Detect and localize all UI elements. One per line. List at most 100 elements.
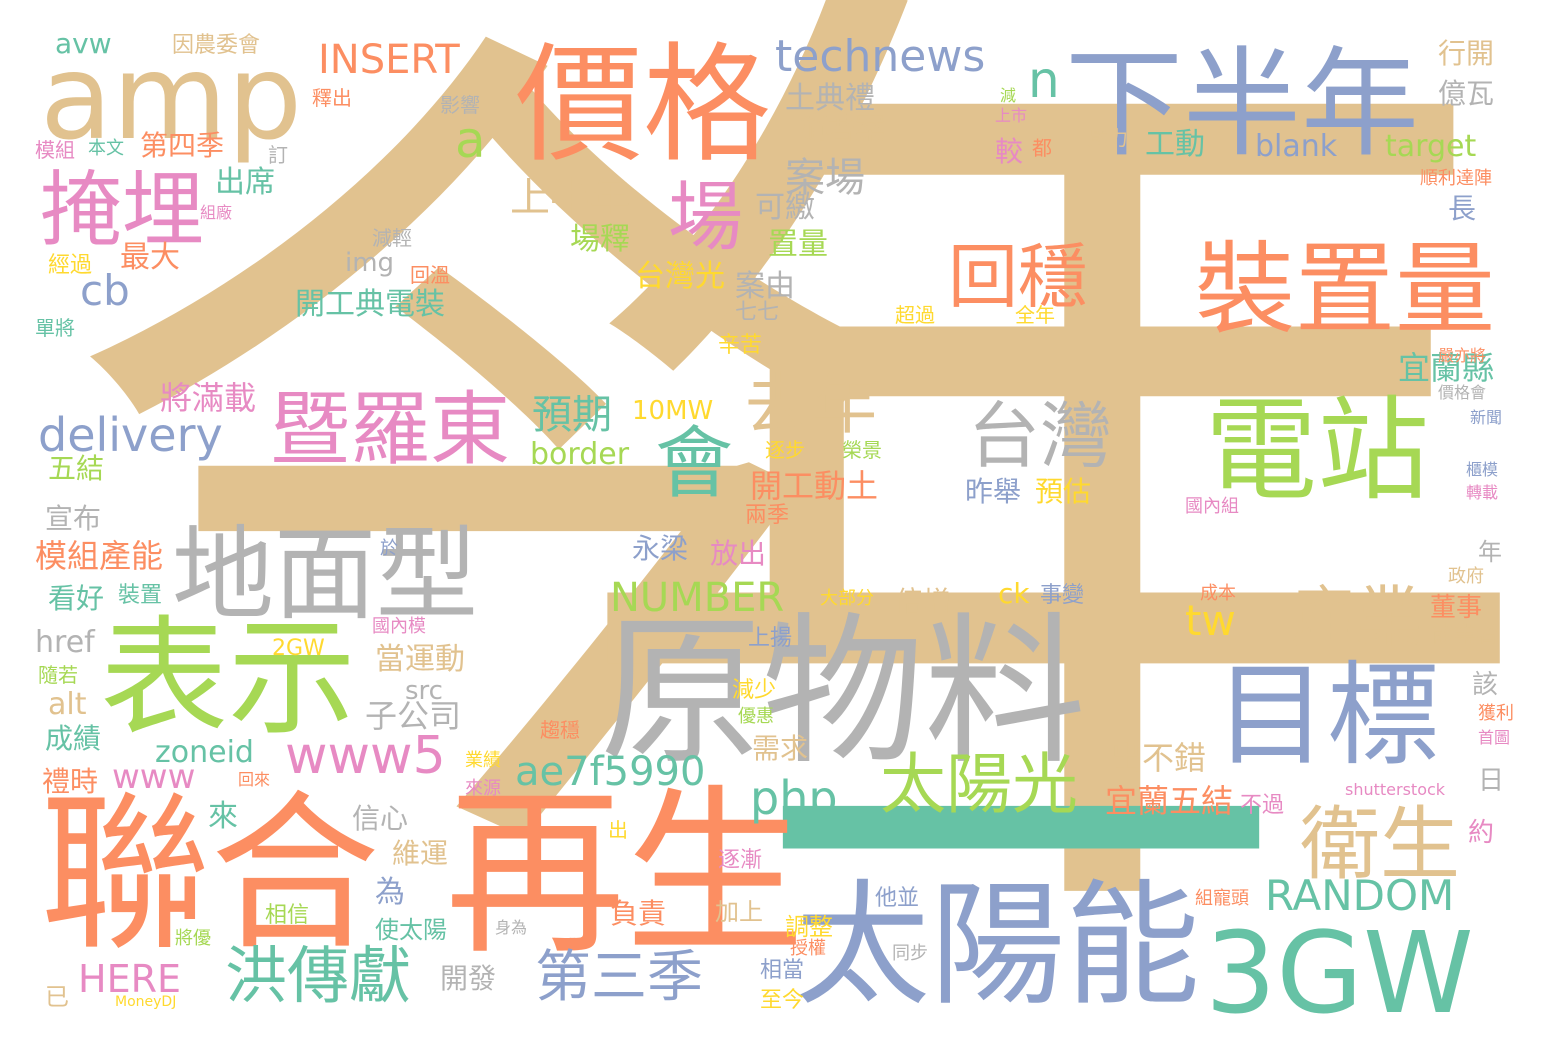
word-discount: 優惠 <box>738 706 774 727</box>
word-cb: cb <box>80 266 130 315</box>
word-yilan-county: 宜蘭縣 <box>1398 349 1495 387</box>
word-about: 約 <box>1468 818 1495 848</box>
word-solar-energy: 太陽能 <box>795 867 1200 1024</box>
word-this-article: 本文 <box>88 138 124 159</box>
word-device: 裝置 <box>118 583 163 608</box>
word-ceremony: 開工典電裝 <box>295 287 445 322</box>
word-full-load: 將滿載 <box>160 379 257 417</box>
word-seven: 七七 <box>735 300 780 325</box>
word-gigawatt: 億瓦 <box>1438 77 1495 110</box>
word-cost: 成本 <box>1200 583 1236 604</box>
word-slowly: 逐漸 <box>718 848 763 873</box>
word-random: RANDOM <box>1265 871 1455 920</box>
word-power-station: 電站 <box>1205 386 1429 516</box>
word-first-half: 上半年 <box>510 175 630 221</box>
word-pressure: 壓力 <box>1088 126 1128 150</box>
word-industry: 產業 <box>1290 579 1422 656</box>
word-exceed: 超過 <box>895 303 935 327</box>
word-repost: 轉載 <box>1466 483 1499 502</box>
word-raw-material: 原物料 <box>600 599 1086 787</box>
word-landfill: 掩埋 <box>40 163 205 258</box>
word-develop: 開發 <box>440 962 497 995</box>
word-quite: 相當 <box>760 958 805 983</box>
word-double: 倍增 <box>895 585 952 618</box>
word-subsidiary: 子公司 <box>365 697 462 735</box>
word-price: 價格 <box>515 31 772 180</box>
word-plus: 加上 <box>715 898 763 926</box>
word-ground-type: 地面型 <box>172 516 478 635</box>
word-ae7f5990: ae7f5990 <box>515 749 706 795</box>
word-yesterday: 昨舉 <box>965 475 1022 508</box>
word-express: 表示 <box>100 604 357 753</box>
word-href: href <box>35 625 95 660</box>
word-out: 出 <box>608 818 628 842</box>
word-wei: 為 <box>375 875 405 910</box>
word-operators: 能業者 <box>1432 623 1499 648</box>
word-nian-small: 年 <box>1478 538 1502 566</box>
word-performance: 業績 <box>465 750 501 771</box>
word-along: 隨著案 <box>795 112 885 147</box>
word-at: 於 <box>380 538 398 559</box>
word-target-en: target <box>1385 129 1477 164</box>
word-long: 長 <box>1448 192 1477 225</box>
word-amp: amp <box>40 28 303 166</box>
word-order: 訂 <box>268 143 288 167</box>
word-two-quarters: 兩季 <box>745 503 790 528</box>
word-3gw: 3GW <box>1205 909 1474 1039</box>
word-adjust: 調整 <box>785 913 833 941</box>
word-a: a <box>455 111 486 169</box>
word-news: 新聞 <box>1470 408 1503 427</box>
word-stabilize: 回穩 <box>948 236 1088 318</box>
word-optimistic: 看好 <box>48 582 105 615</box>
word-smooth-goal: 順利達陣 <box>1420 168 1492 189</box>
word-maintenance: 維運 <box>392 837 449 870</box>
word-counter: 櫃模 <box>1466 460 1499 479</box>
word-install-capacity: 裝置量 <box>1195 231 1495 348</box>
word-authorize: 授權 <box>790 938 826 959</box>
word-make-solar: 使太陽 <box>375 916 447 944</box>
word-estimate: 預估 <box>1035 475 1092 508</box>
word-xing-kai: 行開 <box>1438 37 1495 70</box>
word-single: 單將 <box>35 316 75 340</box>
word-second-half: 下半年 <box>1065 35 1420 173</box>
word-2gw: 2GW <box>272 636 325 661</box>
word-tw: tw <box>1185 596 1236 645</box>
word-already: 已 <box>45 983 69 1011</box>
word-work-move: 工動 <box>1145 127 1205 162</box>
word-hong: 洪傳獻 <box>225 939 412 1012</box>
word-sync: 同步 <box>892 943 928 964</box>
word-www5: www5 <box>285 726 446 786</box>
word-come: 來 <box>208 799 238 834</box>
word-module-leader: 組寵頭 <box>1195 888 1249 909</box>
word-project-site: 案場 <box>785 155 865 201</box>
word-government: 政府 <box>1448 566 1484 587</box>
word-incident: 事變 <box>1040 583 1085 608</box>
word-src: src <box>405 676 443 706</box>
word-headline-image: 首圖 <box>1478 728 1511 747</box>
word-as: 身為 <box>495 918 528 937</box>
word-here: HERE <box>78 957 181 1001</box>
word-cause: 案由 <box>735 269 795 304</box>
word-strict: 嚴亦將 <box>1438 346 1487 365</box>
word-chang: 場 <box>668 173 744 261</box>
word-impact: 影響 <box>440 93 480 117</box>
word-luodong: 暨羅東 <box>270 383 510 476</box>
word-jian: 減 <box>1000 86 1017 105</box>
word-until-now: 至今 <box>760 988 805 1013</box>
word-sports: 當運動 <box>375 642 465 677</box>
word-full-year: 全年 <box>1015 303 1055 327</box>
word-compare: 較 <box>995 135 1024 168</box>
word-www: www <box>112 757 196 797</box>
word-domestic-group: 國內組 <box>1185 496 1239 517</box>
word-passed: 經過 <box>48 253 93 278</box>
word-all: 都 <box>1032 136 1052 160</box>
word-module: 模組 <box>35 138 75 162</box>
word-profit: 獲利 <box>1478 703 1514 724</box>
word-10mw: 10MW <box>632 396 714 426</box>
word-believe: 相信 <box>265 903 310 928</box>
word-united: 聯合 <box>40 776 381 974</box>
word-module-capacity: 模組產能 <box>35 537 164 575</box>
word-border: border <box>530 437 630 472</box>
word-wujie: 五結 <box>48 452 105 485</box>
